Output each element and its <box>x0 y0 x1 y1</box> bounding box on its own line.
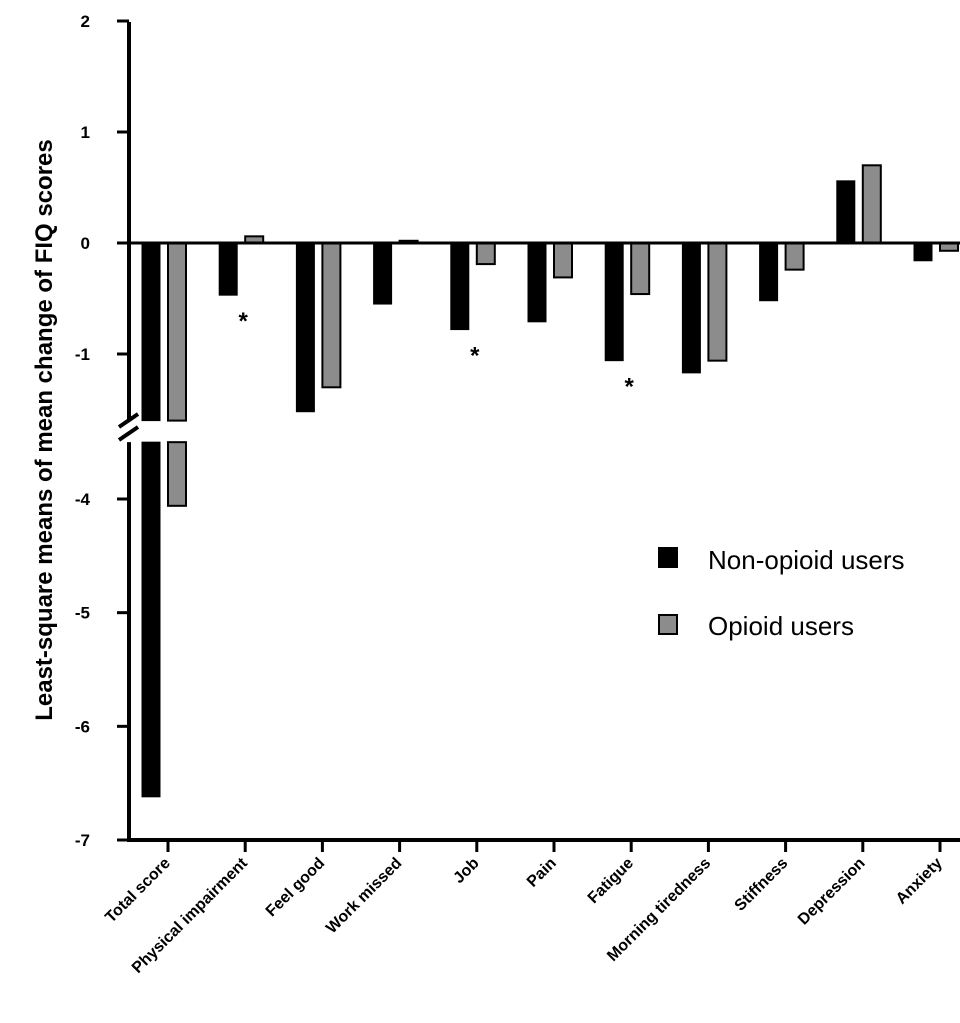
y-tick-label: 1 <box>81 123 90 142</box>
significance-marks: * * * <box>239 308 635 400</box>
significance-star: * <box>625 374 635 401</box>
legend-label-opioid: Opioid users <box>708 611 854 641</box>
bar-non-opioid-anxiety <box>913 242 933 262</box>
x-tick-label-depression: Depression <box>795 855 869 929</box>
x-tick-label-anxiety: Anxiety <box>893 855 946 908</box>
bar-opioid-job <box>475 242 496 266</box>
y-tick-label: -1 <box>75 345 90 364</box>
bar-opioid-feel-good <box>321 242 342 389</box>
legend-label-non-opioid: Non-opioid users <box>708 545 905 575</box>
significance-star: * <box>470 343 480 370</box>
bar-opioid-stiffness <box>784 242 805 271</box>
x-tick-label-work-missed: Work missed <box>323 855 405 937</box>
bar-non-opioid-morning-tiredness <box>681 242 701 374</box>
bar-non-opioid-feel-good <box>295 242 315 413</box>
bar-non-opioid-total-score <box>141 242 161 798</box>
x-tick-label-fatigue: Fatigue <box>585 855 637 907</box>
bar-non-opioid-pain <box>527 242 547 323</box>
bar-opioid-total-score <box>167 242 187 507</box>
bar-opioid-fatigue <box>630 242 651 296</box>
bar-non-opioid-job <box>450 242 470 331</box>
bar-non-opioid-fatigue <box>604 242 624 362</box>
legend-swatch-non-opioid <box>658 547 678 568</box>
axes <box>117 22 960 843</box>
y-tick-label: 0 <box>81 234 90 253</box>
bar-non-opioid-work-missed <box>373 242 393 305</box>
x-tick-label-feel-good: Feel good <box>263 855 328 920</box>
y-tick-label: -7 <box>75 831 90 850</box>
bars <box>141 164 959 798</box>
bar-opioid-pain <box>553 242 573 279</box>
y-tick-label: -4 <box>75 490 91 509</box>
x-tick-label-pain: Pain <box>524 855 560 891</box>
bar-non-opioid-depression <box>836 180 856 244</box>
axis-break-mark <box>117 412 140 429</box>
y-ticks: 2 1 0 -1 -4 -5 -6 -7 <box>75 12 129 850</box>
y-tick-label: 2 <box>81 12 90 31</box>
x-tick-label-stiffness: Stiffness <box>732 855 792 915</box>
y-axis-title: Least-square means of mean change of FIQ… <box>31 139 58 721</box>
y-tick-label: -6 <box>75 717 90 736</box>
significance-star: * <box>239 308 249 335</box>
bar-non-opioid-physical-impairment <box>218 242 238 296</box>
bar-opioid-depression <box>861 164 882 244</box>
bar-non-opioid-stiffness <box>759 242 779 302</box>
x-tick-label-job: Job <box>450 855 482 887</box>
axis-break-mark <box>117 425 140 442</box>
x-tick-label-total-score: Total score <box>102 855 174 927</box>
legend-swatch-opioid <box>658 614 678 635</box>
legend: Non-opioid users Opioid users <box>658 545 905 641</box>
bar-opioid-morning-tiredness <box>707 242 728 362</box>
y-tick-label: -5 <box>75 604 90 623</box>
